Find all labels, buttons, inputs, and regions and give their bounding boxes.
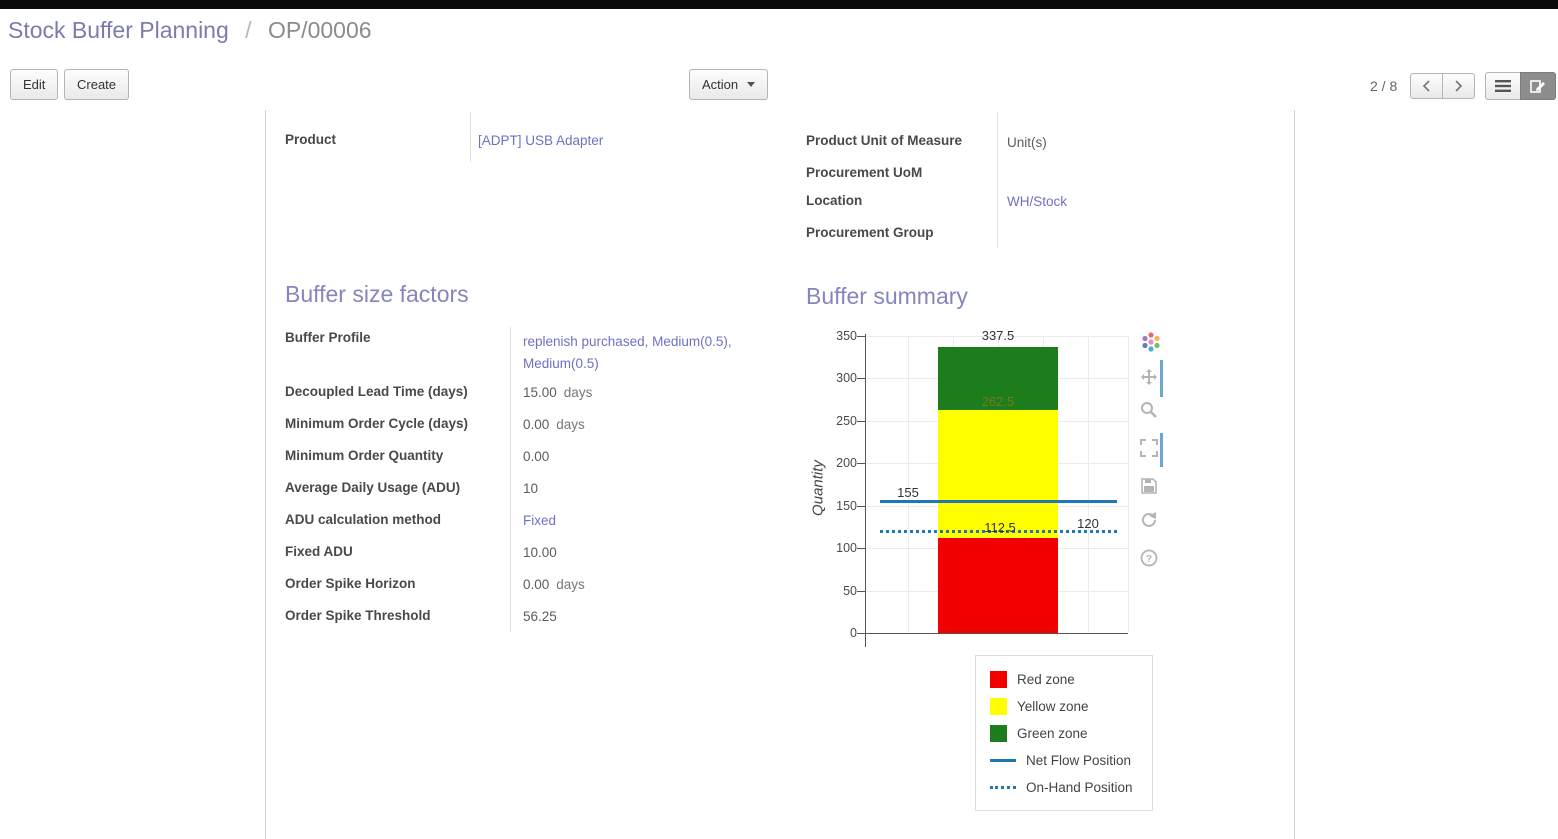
pan-icon[interactable] xyxy=(1140,368,1160,388)
field-value-min-order-cycle: 0.00 days xyxy=(523,417,585,432)
field-label-procurement-uom: Procurement UoM xyxy=(806,165,923,180)
field-label-fixed-adu: Fixed ADU xyxy=(285,544,353,559)
section-title-buffer-summary: Buffer summary xyxy=(806,283,968,309)
plotly-logo-icon[interactable] xyxy=(1140,331,1160,352)
legend-item-on-hand-position[interactable]: On-Hand Position xyxy=(976,774,1152,801)
action-dropdown-button[interactable]: Action xyxy=(689,69,769,100)
field-label-dlt: Decoupled Lead Time (days) xyxy=(285,384,468,399)
field-separator xyxy=(510,327,511,632)
legend-marker-square xyxy=(990,671,1007,688)
field-separator xyxy=(997,112,998,248)
legend-label: Red zone xyxy=(1017,672,1075,687)
legend-label: On-Hand Position xyxy=(1026,780,1133,795)
legend-marker-dotline xyxy=(990,786,1016,789)
field-value-product-uom: Unit(s) xyxy=(1007,135,1047,150)
field-label-min-order-qty: Minimum Order Quantity xyxy=(285,448,444,463)
field-value-spike-horizon: 0.00 days xyxy=(523,577,585,592)
save-icon[interactable] xyxy=(1140,477,1160,497)
field-value-dlt: 15.00 days xyxy=(523,385,592,400)
help-icon[interactable]: ? xyxy=(1140,549,1160,569)
field-label-spike-horizon: Order Spike Horizon xyxy=(285,576,416,591)
breadcrumb-separator: / xyxy=(245,17,252,43)
view-switcher xyxy=(1485,72,1556,100)
list-view-button[interactable] xyxy=(1485,72,1521,100)
modebar-active-indicator xyxy=(1160,360,1163,397)
edit-button[interactable]: Edit xyxy=(10,69,59,100)
chart-modebar: ? xyxy=(1138,331,1164,571)
legend-marker-line xyxy=(990,759,1016,762)
field-label-location: Location xyxy=(806,193,863,208)
field-value-adu: 10 xyxy=(523,481,539,496)
form-view-button[interactable] xyxy=(1520,72,1556,100)
list-view-icon xyxy=(1495,80,1511,92)
field-label-product-uom: Product Unit of Measure xyxy=(806,133,963,148)
chevron-right-icon xyxy=(1455,80,1463,92)
breadcrumb: Stock Buffer Planning / OP/00006 xyxy=(8,17,372,44)
legend-item-red-zone[interactable]: Red zone xyxy=(976,666,1152,693)
legend-item-net-flow-position[interactable]: Net Flow Position xyxy=(976,747,1152,774)
field-suffix: days xyxy=(563,385,593,400)
field-suffix: days xyxy=(556,577,585,592)
pager xyxy=(1410,73,1475,99)
create-button[interactable]: Create xyxy=(64,69,130,100)
field-label-product: Product xyxy=(285,132,337,147)
legend-marker-square xyxy=(990,698,1007,715)
field-value-fixed-adu: 10.00 xyxy=(523,545,557,560)
field-number: 0.00 xyxy=(523,577,550,592)
field-number: 15.00 xyxy=(523,385,557,400)
legend-label: Yellow zone xyxy=(1017,699,1089,714)
legend-label: Green zone xyxy=(1017,726,1088,741)
legend-marker-square xyxy=(990,725,1007,742)
pager-next-button[interactable] xyxy=(1442,73,1475,99)
form-view-icon xyxy=(1530,80,1545,93)
modebar-active-indicator xyxy=(1160,433,1163,467)
legend-label: Net Flow Position xyxy=(1026,753,1132,768)
field-suffix: days xyxy=(556,417,585,432)
section-title-buffer-factors: Buffer size factors xyxy=(285,281,469,307)
field-label-buffer-profile: Buffer Profile xyxy=(285,330,371,345)
top-navbar xyxy=(0,0,1558,9)
field-label-adu-method: ADU calculation method xyxy=(285,512,442,527)
zoom-icon[interactable] xyxy=(1140,401,1160,421)
field-value-product[interactable]: [ADPT] USB Adapter xyxy=(478,133,604,148)
chart-legend: Red zone Yellow zone Green zone Net Flow Po… xyxy=(975,655,1153,811)
field-value-adu-method[interactable]: Fixed xyxy=(523,513,557,528)
autoscale-icon[interactable] xyxy=(1140,439,1160,459)
reset-view-icon[interactable] xyxy=(1140,511,1160,531)
breadcrumb-current: OP/00006 xyxy=(267,17,372,43)
field-value-spike-threshold: 56.25 xyxy=(523,609,557,624)
field-value-buffer-profile[interactable]: replenish purchased, Medium(0.5), Medium… xyxy=(523,334,732,371)
field-label-procurement-group: Procurement Group xyxy=(806,225,934,240)
control-panel: Edit Create Action 2 / 8 xyxy=(0,64,1558,110)
field-value-location[interactable]: WH/Stock xyxy=(1007,194,1068,209)
chevron-left-icon xyxy=(1422,80,1430,92)
field-label-adu: Average Daily Usage (ADU) xyxy=(285,480,461,495)
action-label: Action xyxy=(702,77,739,92)
pager-value: 2 / 8 xyxy=(1370,78,1398,94)
field-label-spike-threshold: Order Spike Threshold xyxy=(285,608,431,623)
field-separator xyxy=(470,112,471,162)
field-value-min-order-qty: 0.00 xyxy=(523,449,550,464)
pager-previous-button[interactable] xyxy=(1410,73,1443,99)
field-label-min-order-cycle: Minimum Order Cycle (days) xyxy=(285,416,469,431)
legend-item-yellow-zone[interactable]: Yellow zone xyxy=(976,693,1152,720)
breadcrumb-parent-link[interactable]: Stock Buffer Planning xyxy=(8,17,229,43)
field-number: 0.00 xyxy=(523,417,550,432)
caret-down-icon xyxy=(747,82,756,87)
svg-text:?: ? xyxy=(1146,554,1152,565)
legend-item-green-zone[interactable]: Green zone xyxy=(976,720,1152,747)
